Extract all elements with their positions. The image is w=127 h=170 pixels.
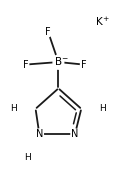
Text: F: F <box>23 60 28 70</box>
Text: N: N <box>71 129 79 139</box>
Circle shape <box>100 105 106 113</box>
Circle shape <box>45 28 52 37</box>
Circle shape <box>81 60 87 69</box>
Text: N: N <box>36 129 43 139</box>
Circle shape <box>22 60 29 69</box>
Circle shape <box>25 153 31 161</box>
Text: K: K <box>96 17 102 27</box>
Text: −: − <box>61 56 67 62</box>
Circle shape <box>35 129 43 140</box>
Text: B: B <box>55 57 62 67</box>
Text: +: + <box>102 16 108 22</box>
Circle shape <box>71 129 79 140</box>
Text: F: F <box>45 27 51 37</box>
Circle shape <box>53 55 64 69</box>
Circle shape <box>11 105 17 113</box>
Text: H: H <box>11 104 17 113</box>
Text: F: F <box>81 60 87 70</box>
Text: H: H <box>25 153 31 162</box>
Circle shape <box>95 17 103 27</box>
Text: H: H <box>99 104 106 113</box>
